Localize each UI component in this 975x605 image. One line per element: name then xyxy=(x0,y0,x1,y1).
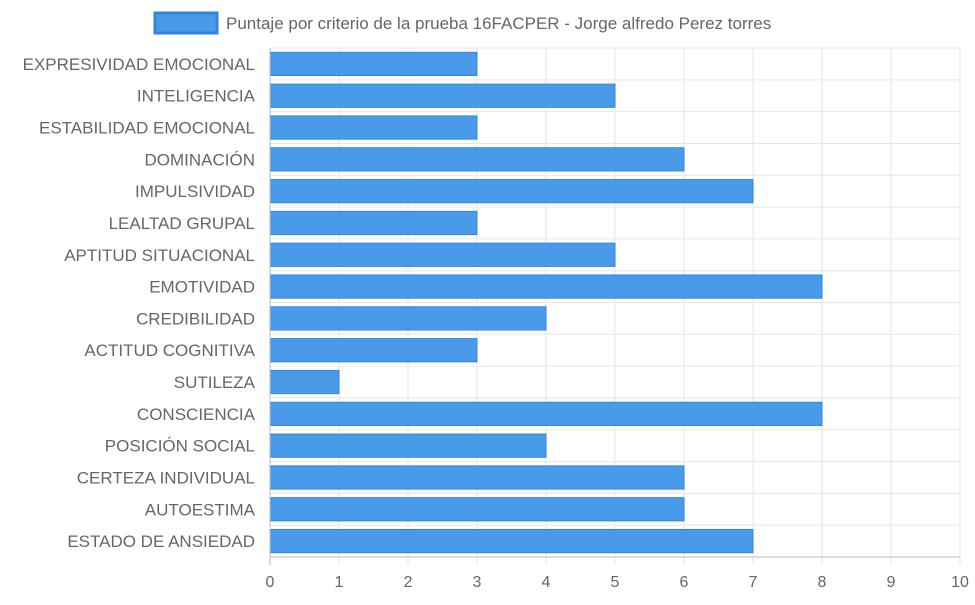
x-tick-label: 0 xyxy=(266,574,275,591)
bar-10[interactable] xyxy=(269,338,478,363)
category-label: SUTILEZA xyxy=(174,373,256,392)
category-label: CERTEZA INDIVIDUAL xyxy=(77,468,255,487)
category-label: EXPRESIVIDAD EMOCIONAL xyxy=(23,55,255,74)
category-label: POSICIÓN SOCIAL xyxy=(105,437,255,456)
x-tick-labels: 0 1 2 3 4 5 6 7 8 9 10 xyxy=(266,574,969,591)
category-label: APTITUD SITUACIONAL xyxy=(64,246,255,265)
bar-14[interactable] xyxy=(269,465,685,490)
bar-3[interactable] xyxy=(269,115,478,140)
bar-15[interactable] xyxy=(269,497,685,522)
category-label: AUTOESTIMA xyxy=(145,500,256,519)
x-tick-label: 6 xyxy=(680,574,689,591)
bar-4[interactable] xyxy=(269,147,685,172)
bar-13[interactable] xyxy=(269,433,547,458)
legend[interactable]: Puntaje por criterio de la prueba 16FACP… xyxy=(153,11,771,35)
axes xyxy=(269,48,960,558)
category-label: INTELIGENCIA xyxy=(137,87,256,106)
category-label: ACTITUD COGNITIVA xyxy=(84,341,255,360)
bar-11[interactable] xyxy=(269,369,340,395)
bar-8[interactable] xyxy=(269,274,823,299)
bar-1[interactable] xyxy=(269,51,478,77)
category-label: EMOTIVIDAD xyxy=(149,278,255,297)
category-label: DOMINACIÓN xyxy=(145,150,256,169)
bar-12[interactable] xyxy=(269,401,823,426)
bar-5[interactable] xyxy=(269,179,754,204)
x-tick-label: 7 xyxy=(749,574,758,591)
bar-9[interactable] xyxy=(269,306,547,331)
x-tick-label: 2 xyxy=(404,574,413,591)
x-tick-label: 10 xyxy=(951,574,969,591)
x-tick-label: 5 xyxy=(611,574,620,591)
bar-16[interactable] xyxy=(269,528,754,554)
bar-2[interactable] xyxy=(269,83,616,108)
x-tick-label: 8 xyxy=(818,574,827,591)
category-label: LEALTAD GRUPAL xyxy=(109,214,255,233)
x-tick-label: 4 xyxy=(542,574,551,591)
legend-label: Puntaje por criterio de la prueba 16FACP… xyxy=(226,14,771,33)
category-label: CREDIBILIDAD xyxy=(136,309,255,328)
x-tick-label: 9 xyxy=(887,574,896,591)
category-label: ESTADO DE ANSIEDAD xyxy=(67,532,255,551)
category-label: IMPULSIVIDAD xyxy=(135,182,255,201)
x-tick-label: 1 xyxy=(335,574,344,591)
bars xyxy=(269,51,823,554)
category-label: CONSCIENCIA xyxy=(137,405,256,424)
category-label: ESTABILIDAD EMOCIONAL xyxy=(39,119,255,138)
bar-7[interactable] xyxy=(269,242,616,267)
bar-6[interactable] xyxy=(269,210,478,236)
legend-swatch xyxy=(153,11,219,35)
x-tick-label: 3 xyxy=(473,574,482,591)
category-labels: EXPRESIVIDAD EMOCIONAL INTELIGENCIA ESTABI… xyxy=(23,55,256,551)
